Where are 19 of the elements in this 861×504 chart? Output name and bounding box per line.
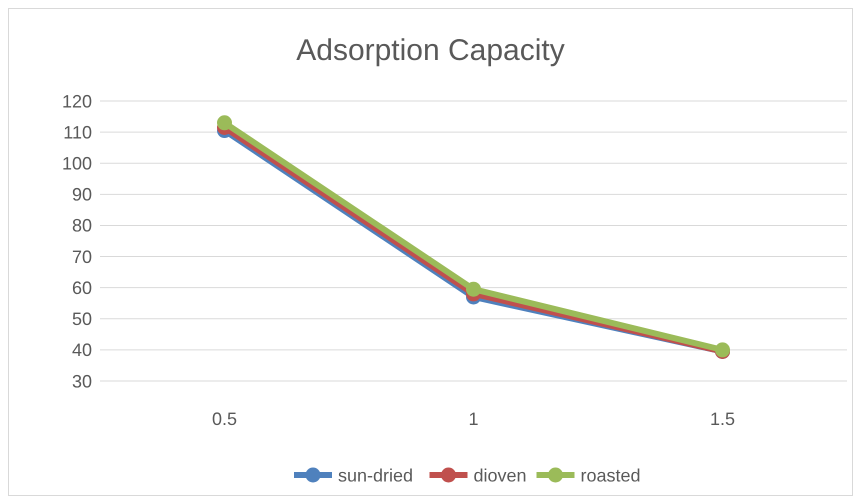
x-tick-label: 1 (468, 409, 479, 429)
x-tick-label: 0.5 (212, 409, 238, 429)
y-tick-label: 70 (72, 246, 92, 267)
legend-label: sun-dried (338, 465, 414, 486)
point (466, 282, 481, 297)
y-tick-label: 50 (72, 309, 92, 330)
y-tick-label: 110 (63, 122, 92, 142)
x-tick-label: 1.5 (710, 409, 736, 429)
chart-title: Adsorption Capacity (296, 34, 565, 67)
y-tick-label: 40 (72, 340, 92, 360)
y-tick-label: 100 (62, 154, 92, 174)
y-tick-label: 90 (72, 184, 92, 205)
legend-label: roasted (580, 465, 641, 486)
y-tick-label: 80 (72, 216, 92, 236)
legend-label: dioven (474, 465, 527, 486)
y-tick-label: 120 (62, 91, 92, 112)
y-tick-label: 30 (72, 371, 92, 392)
point (217, 115, 232, 130)
y-tick-label: 60 (72, 278, 92, 298)
